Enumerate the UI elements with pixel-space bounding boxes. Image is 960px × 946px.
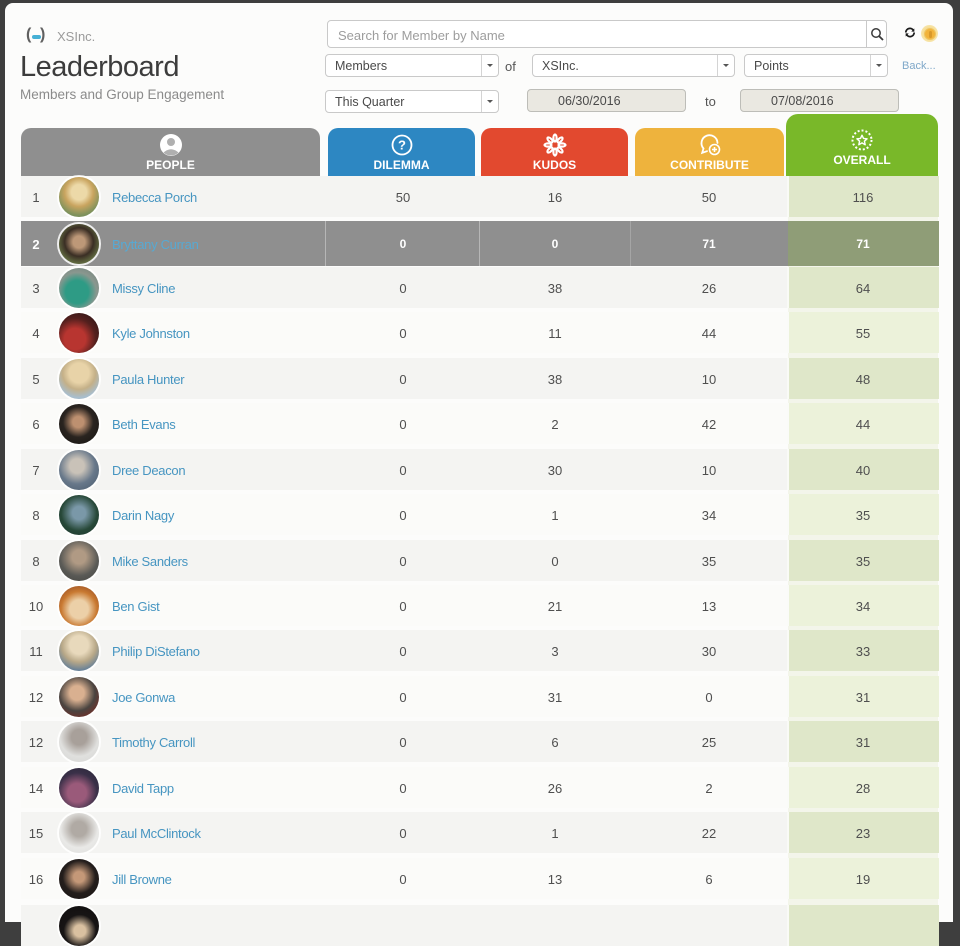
svg-text:?: ? bbox=[398, 138, 406, 153]
